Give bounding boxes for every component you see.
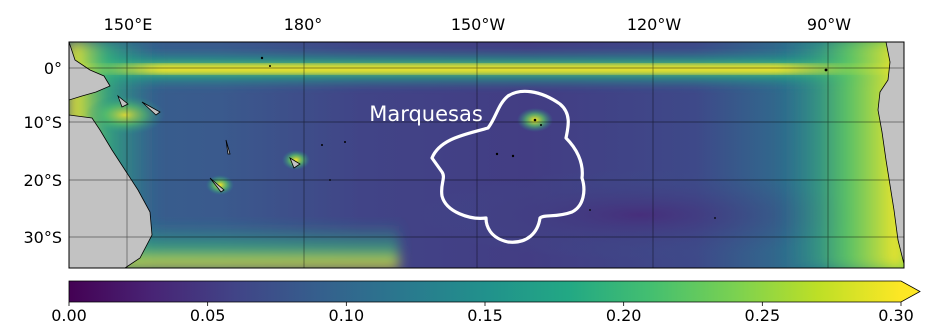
lon-label-150e: 150°E — [104, 15, 153, 34]
colorbar-tick-label: 0.20 — [606, 306, 642, 324]
lat-label-30s: 30°S — [23, 228, 62, 247]
lon-labels: 150°E 180° 150°W 120°W 90°W — [104, 15, 852, 34]
colorbar-tick-label: 0.25 — [745, 306, 781, 324]
east-coast-glow — [780, 42, 904, 268]
new-guinea-land — [69, 42, 111, 101]
small-islands — [260, 56, 828, 219]
lat-label-0: 0° — [44, 59, 62, 78]
region-label: Marquesas — [369, 102, 483, 126]
colorbar-tick-label: 0.15 — [467, 306, 503, 324]
marquesas-region-outline — [430, 89, 586, 244]
colorbar-tick-label: 0.00 — [51, 306, 87, 324]
equator-bright-line — [69, 64, 904, 74]
colorbar-ticks: 0.00 0.05 0.10 0.15 0.20 0.25 0.30 — [51, 302, 914, 325]
lat-label-20s: 20°S — [23, 171, 62, 190]
colorbar-extend-arrow — [901, 281, 920, 302]
map-frame — [68, 41, 905, 269]
lon-label-150w: 150°W — [451, 15, 506, 34]
graticule — [69, 42, 904, 268]
lon-label-180: 180° — [284, 15, 323, 34]
colorbar-frame — [68, 280, 921, 303]
australia-land — [69, 114, 153, 268]
lon-label-120w: 120°W — [627, 15, 682, 34]
south-america-land — [877, 42, 904, 268]
colorbar: 0.00 0.05 0.10 0.15 0.20 0.25 0.30 — [51, 280, 921, 325]
colorbar-tick-label: 0.05 — [190, 306, 226, 324]
fiji-hotspot — [282, 150, 310, 170]
colorbar-tick-label: 0.10 — [329, 306, 365, 324]
colorbar-gradient — [69, 281, 901, 302]
lat-labels: 0° 10°S 20°S 30°S — [23, 59, 62, 247]
lat-label-10s: 10°S — [23, 113, 62, 132]
lon-label-90w: 90°W — [807, 15, 851, 34]
colorbar-tick-label: 0.30 — [878, 306, 914, 324]
map-panel — [69, 42, 904, 268]
island-chains — [117, 94, 301, 193]
